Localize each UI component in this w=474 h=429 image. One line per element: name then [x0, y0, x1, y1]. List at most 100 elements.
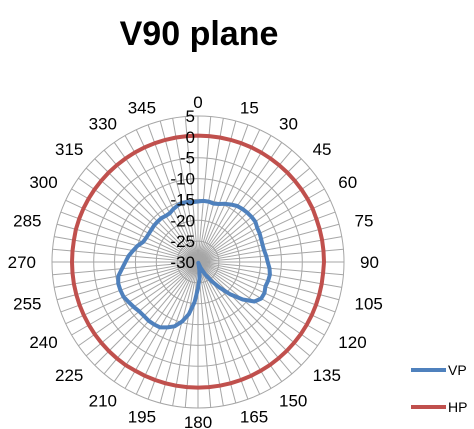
grid-spoke [197, 223, 340, 263]
grid-spoke [56, 223, 199, 263]
grid-spoke [60, 261, 199, 313]
angle-tick-label: 135 [313, 366, 341, 385]
grid-spoke [197, 261, 318, 347]
radial-tick-label: 0 [186, 128, 195, 147]
series-layer [70, 133, 326, 390]
angle-tick-label: 315 [55, 140, 83, 159]
angle-tick-label: 165 [240, 408, 268, 427]
grid-spoke [71, 261, 199, 336]
grid-spoke [71, 188, 199, 263]
grid-spoke [65, 261, 199, 325]
grid-spoke [197, 261, 311, 357]
grid-spoke [197, 261, 237, 404]
grid-spoke [103, 149, 199, 263]
grid-spoke [197, 135, 272, 263]
grid-spoke [147, 124, 199, 263]
grid-spoke [60, 211, 199, 263]
radial-tick-label: -15 [170, 190, 195, 209]
angle-tick-label: 150 [279, 392, 307, 411]
radial-tick-label: -25 [170, 232, 195, 251]
grid-spoke [197, 188, 325, 263]
grid-spoke [159, 120, 199, 263]
grid-spoke [159, 261, 199, 404]
angle-tick-label: 15 [240, 99, 259, 118]
grid-spoke [197, 129, 261, 263]
angle-tick-label: 120 [338, 333, 366, 352]
radial-tick-label: -10 [170, 170, 195, 189]
radial-tick-label: -5 [180, 149, 195, 168]
angle-tick-label: 255 [13, 294, 41, 313]
grid-spoke [197, 248, 344, 263]
angle-labels: 0 15 30 45 60 75 90 105 120 135 150 165 180 195 210 225… [8, 93, 383, 429]
grid-spoke [197, 158, 302, 263]
angle-tick-label: 330 [89, 114, 117, 133]
angle-tick-label: 345 [128, 99, 156, 118]
grid-spoke [54, 261, 199, 288]
angle-tick-label: 270 [8, 253, 36, 272]
grid-spoke [54, 236, 199, 263]
radial-tick-label: -30 [170, 253, 195, 272]
grid-spoke [197, 142, 283, 263]
grid-spoke [197, 261, 261, 395]
angle-tick-label: 45 [313, 140, 332, 159]
chart-title: V90 plane [120, 15, 279, 53]
grid-spoke [197, 261, 224, 406]
grid-spoke [85, 261, 199, 357]
grid-spoke [85, 167, 199, 263]
series-vp-line [116, 198, 272, 330]
radial-labels: -30 -25 -20 -15-10 -5 0 5 [170, 107, 195, 272]
legend: VP HP [411, 362, 467, 415]
grid-spoke [197, 261, 302, 366]
angle-tick-label: 180 [184, 413, 212, 429]
grid-spoke [197, 261, 249, 400]
grid-spoke [103, 261, 199, 375]
angle-tick-label: 105 [355, 294, 383, 313]
grid-spoke [52, 248, 199, 263]
grid-spoke [124, 261, 199, 389]
grid-spoke [197, 211, 336, 263]
grid-spoke [56, 261, 199, 301]
grid-spoke [197, 199, 331, 263]
angle-tick-label: 195 [128, 408, 156, 427]
angle-tick-label: 30 [279, 114, 298, 133]
angle-tick-label: 90 [360, 253, 379, 272]
angle-tick-label: 0 [193, 93, 202, 112]
grid-spoke [172, 118, 199, 263]
grid-spoke [113, 261, 199, 382]
grid-spoke [147, 261, 199, 400]
grid-spoke [197, 177, 318, 263]
grid-spoke [197, 261, 272, 389]
grid-spoke [184, 261, 199, 408]
grid-spoke [78, 177, 199, 263]
grid-spoke [135, 129, 199, 263]
grid-spoke [197, 116, 212, 263]
angle-tick-label: 75 [355, 212, 374, 231]
grid-spoke [197, 124, 249, 263]
angle-tick-label: 225 [55, 366, 83, 385]
legend-label-hp: HP [448, 399, 467, 415]
grid-spoke [52, 261, 199, 276]
angle-tick-label: 285 [13, 212, 41, 231]
radial-tick-label: 5 [186, 107, 195, 126]
grid-spoke [124, 135, 199, 263]
grid-spoke [172, 261, 199, 406]
grid-spoke [78, 261, 199, 347]
radial-tick-label: -20 [170, 211, 195, 230]
grid-spoke [184, 116, 199, 263]
angle-tick-label: 240 [29, 333, 57, 352]
grid-spoke [197, 120, 237, 263]
legend-label-vp: VP [448, 362, 467, 378]
grid-spoke [94, 158, 199, 263]
polar-grid [51, 115, 345, 409]
grid-spoke [197, 149, 293, 263]
series-hp-line [70, 133, 326, 390]
grid-spoke [197, 167, 311, 263]
grid-spoke [197, 118, 224, 263]
grid-spoke [65, 199, 199, 263]
angle-tick-label: 60 [338, 173, 357, 192]
grid-spoke [113, 142, 199, 263]
grid-spoke [197, 236, 342, 263]
angle-tick-label: 300 [29, 173, 57, 192]
grid-spoke [94, 261, 199, 366]
